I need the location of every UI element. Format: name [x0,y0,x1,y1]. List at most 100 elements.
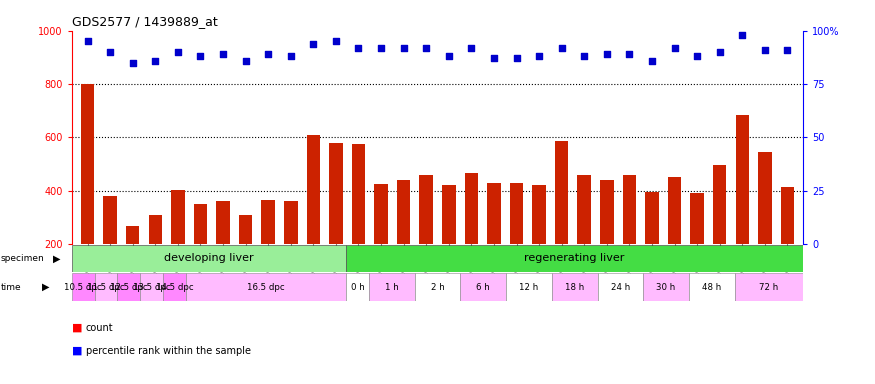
Point [600,51,614,57]
Bar [600,180,613,297]
Bar [713,165,726,297]
Bar [578,175,591,297]
Bar [419,175,433,297]
Text: 2 h: 2 h [430,283,444,292]
Bar [346,273,369,301]
Bar [442,185,456,297]
Bar [643,273,689,301]
Point [668,45,682,51]
Text: 0 h: 0 h [351,283,364,292]
Point [487,55,501,61]
Point [690,53,704,60]
Text: 18 h: 18 h [565,283,584,292]
Text: ■: ■ [72,346,82,356]
Text: ▶: ▶ [42,282,50,292]
Bar [598,273,643,301]
Bar [352,144,365,297]
Point [80,38,94,45]
Text: GDS2577 / 1439889_at: GDS2577 / 1439889_at [72,15,218,28]
Bar [117,273,140,301]
Text: ■: ■ [72,323,82,333]
Point [465,45,479,51]
Point [374,45,388,51]
Bar [758,152,772,297]
Text: 48 h: 48 h [703,283,721,292]
Text: 16.5 dpc: 16.5 dpc [248,283,285,292]
Point [713,49,727,55]
Point [419,45,433,51]
Bar [552,273,598,301]
Point [509,55,523,61]
Bar [72,245,346,272]
Text: time: time [1,283,22,292]
Bar [284,201,298,297]
Text: 6 h: 6 h [476,283,490,292]
Bar [623,175,636,297]
Bar [415,273,460,301]
Point [261,51,275,57]
Bar [369,273,415,301]
Bar [126,226,139,297]
Text: 12 h: 12 h [520,283,539,292]
Point [239,58,253,64]
Text: 14.5 dpc: 14.5 dpc [156,283,193,292]
Bar [72,273,94,301]
Bar [193,204,207,297]
Point [758,47,772,53]
Text: regenerating liver: regenerating liver [524,253,625,263]
Point [396,45,410,51]
Text: developing liver: developing liver [164,253,254,263]
Text: count: count [86,323,114,333]
Bar [510,182,523,297]
Point [216,51,230,57]
Point [442,53,456,60]
Bar [186,273,346,301]
Bar [689,273,735,301]
Point [193,53,207,60]
Point [622,51,636,57]
Text: 13.5 dpc: 13.5 dpc [133,283,171,292]
Bar [374,184,388,297]
Bar [506,273,552,301]
Bar [397,180,410,297]
Point [532,53,546,60]
Bar [80,84,94,297]
Bar [346,245,803,272]
Bar [465,173,478,297]
Point [148,58,162,64]
Point [306,40,320,46]
Point [555,45,569,51]
Bar [172,190,185,297]
Text: 10.5 dpc: 10.5 dpc [65,283,102,292]
Bar [103,196,117,297]
Point [780,47,794,53]
Text: 1 h: 1 h [385,283,399,292]
Bar [668,177,682,297]
Bar [94,273,117,301]
Bar [216,201,230,297]
Bar [262,200,275,297]
Point [645,58,659,64]
Text: ▶: ▶ [52,253,60,263]
Bar [460,273,506,301]
Point [126,60,140,66]
Text: 12.5 dpc: 12.5 dpc [110,283,148,292]
Point [352,45,366,51]
Bar [645,192,659,297]
Bar [735,273,803,301]
Bar [690,193,704,297]
Point [103,49,117,55]
Bar [164,273,186,301]
Text: 72 h: 72 h [760,283,779,292]
Bar [329,142,343,297]
Text: 30 h: 30 h [656,283,676,292]
Text: 11.5 dpc: 11.5 dpc [88,283,125,292]
Text: 24 h: 24 h [611,283,630,292]
Text: percentile rank within the sample: percentile rank within the sample [86,346,251,356]
Bar [306,136,320,297]
Point [329,38,343,45]
Point [284,53,298,60]
Bar [736,115,749,297]
Bar [780,187,794,297]
Bar [555,141,569,297]
